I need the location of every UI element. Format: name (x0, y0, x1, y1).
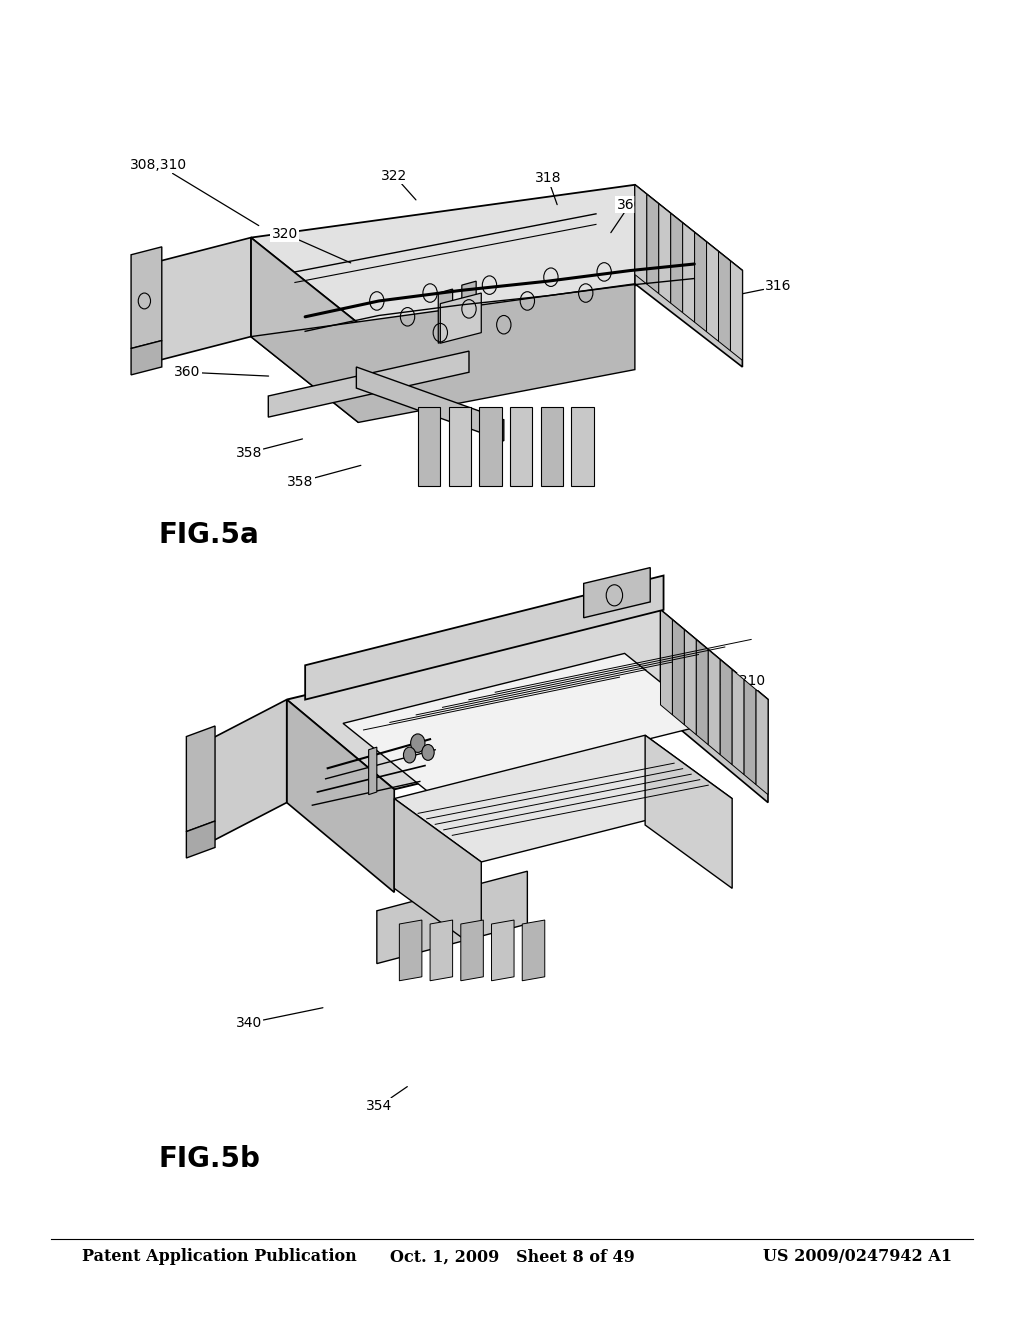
Text: 360: 360 (611, 198, 643, 232)
Polygon shape (707, 242, 719, 342)
Text: 322: 322 (381, 169, 416, 199)
Polygon shape (720, 660, 732, 764)
Polygon shape (356, 367, 504, 441)
Polygon shape (203, 700, 287, 846)
Polygon shape (645, 735, 732, 888)
Polygon shape (673, 620, 684, 725)
Polygon shape (131, 341, 162, 375)
Polygon shape (694, 232, 707, 331)
Polygon shape (660, 610, 673, 715)
Circle shape (422, 744, 434, 760)
Polygon shape (131, 247, 162, 348)
Polygon shape (377, 871, 527, 964)
Text: 360: 360 (174, 366, 268, 379)
Text: 320: 320 (271, 227, 351, 263)
Polygon shape (510, 407, 532, 486)
Text: 308,310: 308,310 (646, 675, 766, 697)
Polygon shape (438, 289, 453, 343)
Text: FIG.5b: FIG.5b (159, 1144, 260, 1173)
Polygon shape (492, 920, 514, 981)
Polygon shape (719, 252, 730, 351)
Polygon shape (683, 223, 694, 322)
Text: 358: 358 (287, 466, 360, 488)
Polygon shape (251, 284, 635, 422)
Polygon shape (287, 610, 768, 789)
Polygon shape (671, 214, 683, 313)
Polygon shape (462, 281, 476, 335)
Text: 354: 354 (366, 1086, 408, 1113)
Polygon shape (522, 920, 545, 981)
Polygon shape (756, 689, 768, 795)
Polygon shape (399, 920, 422, 981)
Polygon shape (541, 407, 563, 486)
Circle shape (411, 734, 425, 752)
Polygon shape (732, 669, 744, 775)
Polygon shape (647, 194, 658, 293)
Text: 316: 316 (684, 280, 792, 306)
Polygon shape (660, 610, 768, 803)
Polygon shape (430, 920, 453, 981)
Polygon shape (418, 407, 440, 486)
Polygon shape (684, 630, 696, 735)
Polygon shape (584, 568, 650, 618)
Polygon shape (635, 185, 647, 284)
Polygon shape (251, 238, 358, 422)
Polygon shape (709, 649, 720, 755)
Circle shape (403, 747, 416, 763)
Text: Patent Application Publication: Patent Application Publication (82, 1249, 356, 1265)
Text: US 2009/0247942 A1: US 2009/0247942 A1 (763, 1249, 952, 1265)
Polygon shape (268, 351, 469, 417)
Polygon shape (696, 640, 709, 744)
Polygon shape (635, 185, 742, 367)
Polygon shape (186, 726, 215, 832)
Text: 308,310: 308,310 (130, 158, 259, 226)
Polygon shape (186, 821, 215, 858)
Text: 340: 340 (236, 1007, 323, 1030)
Polygon shape (744, 680, 756, 784)
Polygon shape (305, 576, 664, 700)
Text: 358: 358 (236, 440, 302, 459)
Polygon shape (571, 407, 594, 486)
Text: Oct. 1, 2009   Sheet 8 of 49: Oct. 1, 2009 Sheet 8 of 49 (389, 1249, 635, 1265)
Polygon shape (394, 735, 732, 862)
Polygon shape (461, 920, 483, 981)
Polygon shape (369, 747, 377, 795)
Polygon shape (287, 700, 394, 892)
Text: FIG.5a: FIG.5a (159, 520, 259, 549)
Polygon shape (148, 238, 251, 363)
Polygon shape (479, 407, 502, 486)
Text: 318: 318 (535, 172, 561, 205)
Polygon shape (440, 293, 481, 343)
Polygon shape (251, 185, 742, 323)
Polygon shape (730, 261, 742, 360)
Polygon shape (394, 799, 481, 952)
Polygon shape (343, 653, 712, 793)
Polygon shape (449, 407, 471, 486)
Polygon shape (658, 203, 671, 304)
